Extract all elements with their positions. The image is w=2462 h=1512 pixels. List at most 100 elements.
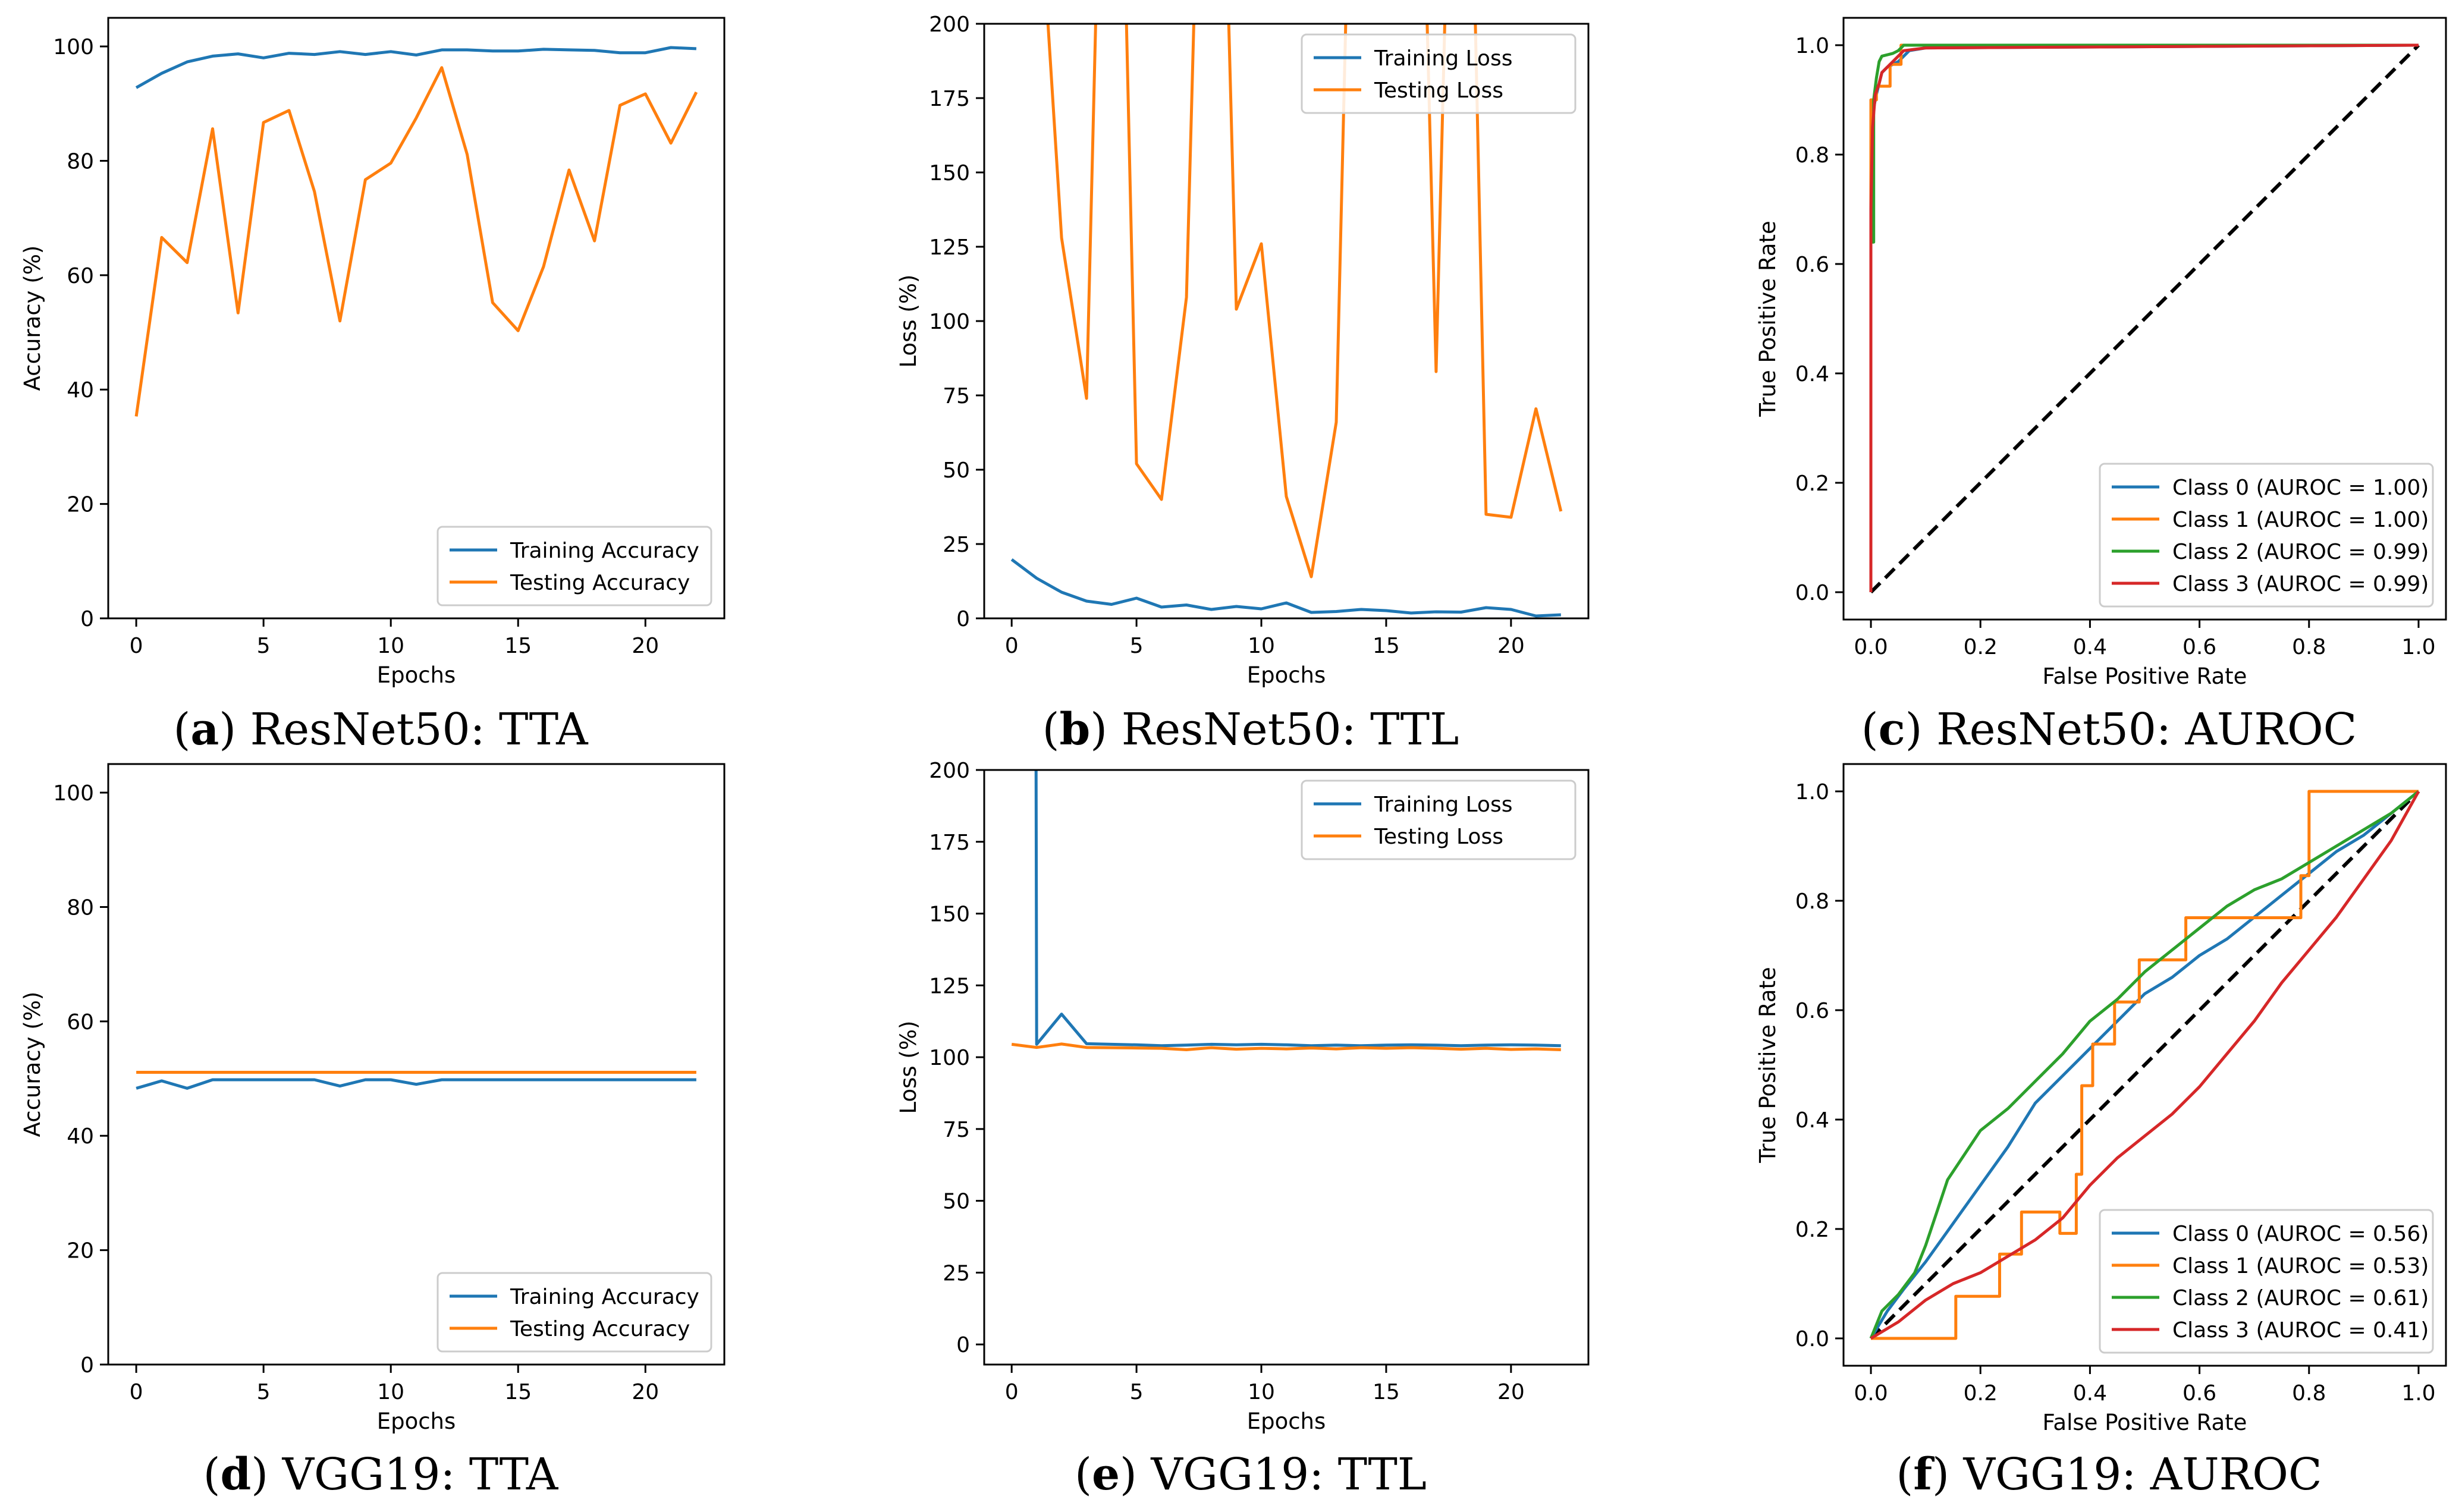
panel-caption: (a) ResNet50: TTA bbox=[173, 704, 589, 755]
y-tick-label: 20 bbox=[67, 493, 94, 517]
y-tick-label: 0.2 bbox=[1795, 471, 1829, 496]
panel-line-chart: 0 5 10 15 20 0 20 40 60 80 100 Epochs Accuracy (%) Tr… bbox=[20, 17, 726, 755]
y-tick-label: 125 bbox=[929, 974, 970, 998]
legend-entry: Training Accuracy bbox=[510, 1285, 699, 1309]
x-tick-label: 5 bbox=[1130, 634, 1144, 658]
legend-box bbox=[2099, 1209, 2434, 1354]
y-tick-label: 50 bbox=[943, 458, 970, 483]
series-line bbox=[1034, 770, 1561, 1048]
y-tick-label: 50 bbox=[943, 1190, 970, 1214]
y-tick-label: 0.6 bbox=[1795, 253, 1829, 277]
y-tick-label: 80 bbox=[67, 895, 94, 920]
caption-open-paren: ( bbox=[1896, 1449, 1913, 1500]
legend: Training Accuracy Testing Accuracy bbox=[436, 1272, 712, 1353]
caption-text: ) ResNet50: TTL bbox=[1090, 704, 1459, 755]
caption-text: ) VGG19: TTA bbox=[251, 1449, 559, 1500]
x-tick-label: 15 bbox=[504, 634, 532, 658]
x-tick-label: 1.0 bbox=[2401, 635, 2435, 659]
caption-text: ) ResNet50: AUROC bbox=[1905, 704, 2357, 755]
panel-caption: (d) VGG19: TTA bbox=[203, 1449, 559, 1500]
legend: Training Accuracy Testing Accuracy bbox=[436, 526, 712, 606]
legend: Training Loss Testing Loss bbox=[1301, 33, 1577, 114]
legend-box bbox=[2099, 463, 2434, 608]
series-line bbox=[1870, 790, 2420, 1340]
x-tick-label: 10 bbox=[1248, 1380, 1275, 1404]
x-tick-label: 5 bbox=[257, 634, 271, 658]
y-tick-label: 0.0 bbox=[1795, 581, 1829, 605]
x-tick-label: 0.6 bbox=[2182, 1381, 2216, 1406]
y-tick-label: 40 bbox=[67, 378, 94, 403]
y-tick-label: 0.0 bbox=[1795, 1327, 1829, 1351]
x-tick-label: 15 bbox=[504, 1380, 532, 1404]
legend-box bbox=[436, 526, 712, 606]
x-tick-label: 10 bbox=[1248, 634, 1275, 658]
y-tick-label: 0.6 bbox=[1795, 999, 1829, 1023]
x-axis-label: False Positive Rate bbox=[2043, 1410, 2247, 1435]
caption-letter: c bbox=[1879, 704, 1905, 755]
y-tick-label: 200 bbox=[929, 759, 970, 783]
x-tick-label: 0.2 bbox=[1964, 1381, 1998, 1406]
y-tick-label: 0 bbox=[956, 1333, 970, 1357]
axes-frame bbox=[1842, 17, 2447, 621]
x-tick-label: 10 bbox=[377, 634, 404, 658]
x-axis-label: Epochs bbox=[377, 1409, 456, 1434]
legend-entry: Training Accuracy bbox=[510, 539, 699, 563]
y-tick-label: 175 bbox=[929, 831, 970, 855]
y-tick-label: 40 bbox=[67, 1124, 94, 1149]
legend-entry: Class 2 (AUROC = 0.99) bbox=[2172, 540, 2429, 564]
panel-caption: (f) VGG19: AUROC bbox=[1896, 1449, 2322, 1500]
panel-line-chart: 0.0 0.2 0.4 0.6 0.8 1.0 0.0 0.2 0.4 0.6 0.8 1.0 Fals… bbox=[1755, 763, 2447, 1500]
caption-text: ) ResNet50: TTA bbox=[219, 704, 589, 755]
x-tick-label: 0.2 bbox=[1964, 635, 1998, 659]
x-tick-label: 0.8 bbox=[2292, 635, 2326, 659]
axes-frame bbox=[107, 763, 726, 1366]
x-tick-label: 15 bbox=[1373, 1380, 1400, 1404]
y-tick-label: 1.0 bbox=[1795, 34, 1829, 58]
y-tick-label: 0.4 bbox=[1795, 362, 1829, 386]
y-tick-label: 25 bbox=[943, 1261, 970, 1285]
legend-entry: Testing Loss bbox=[1374, 825, 1503, 849]
x-tick-label: 1.0 bbox=[2401, 1381, 2435, 1406]
caption-letter: b bbox=[1060, 704, 1091, 755]
axes-frame bbox=[983, 769, 1590, 1366]
legend-box bbox=[436, 1272, 712, 1353]
series-line bbox=[136, 1078, 696, 1090]
plot-area bbox=[134, 46, 698, 417]
legend-entry: Class 3 (AUROC = 0.99) bbox=[2172, 572, 2429, 596]
x-tick-label: 10 bbox=[377, 1380, 404, 1404]
axes-frame bbox=[983, 23, 1590, 620]
y-tick-label: 75 bbox=[943, 384, 970, 408]
y-tick-label: 25 bbox=[943, 533, 970, 557]
panel-line-chart: 0 5 10 15 20 0 20 40 60 80 100 Epochs Accuracy (%) Tr… bbox=[20, 763, 726, 1500]
legend-entry: Training Loss bbox=[1374, 46, 1512, 71]
y-tick-label: 100 bbox=[929, 310, 970, 334]
series-line bbox=[135, 46, 697, 89]
y-tick-label: 80 bbox=[67, 149, 94, 174]
series-line bbox=[1871, 790, 2419, 1340]
plot-area bbox=[1869, 43, 2420, 594]
y-tick-label: 0.2 bbox=[1795, 1218, 1829, 1242]
y-axis-label: Loss (%) bbox=[896, 275, 921, 368]
x-tick-label: 20 bbox=[632, 634, 659, 658]
panel-caption: (b) ResNet50: TTL bbox=[1042, 704, 1459, 755]
x-tick-label: 0.4 bbox=[2073, 1381, 2107, 1406]
caption-open-paren: ( bbox=[1042, 704, 1060, 755]
caption-text: ) VGG19: AUROC bbox=[1932, 1449, 2322, 1500]
chance-diagonal-line bbox=[1869, 790, 2420, 1340]
y-tick-label: 60 bbox=[67, 1010, 94, 1035]
panel-caption: (c) ResNet50: AUROC bbox=[1861, 704, 2357, 755]
legend-entry: Class 1 (AUROC = 1.00) bbox=[2172, 508, 2429, 532]
x-tick-label: 5 bbox=[1130, 1380, 1144, 1404]
series-line bbox=[1869, 790, 2420, 1339]
x-tick-label: 0 bbox=[1005, 1380, 1019, 1404]
y-tick-label: 20 bbox=[67, 1239, 94, 1263]
legend-entry: Class 1 (AUROC = 0.53) bbox=[2172, 1254, 2429, 1278]
y-tick-label: 0.8 bbox=[1795, 889, 1829, 914]
plot-area bbox=[136, 1071, 696, 1090]
panel-caption: (e) VGG19: TTL bbox=[1075, 1449, 1427, 1500]
panel-line-chart: 0.0 0.2 0.4 0.6 0.8 1.0 0.0 0.2 0.4 0.6 0.8 1.0 Fals… bbox=[1755, 17, 2447, 755]
y-tick-label: 100 bbox=[53, 781, 94, 806]
x-axis-label: False Positive Rate bbox=[2043, 664, 2247, 689]
x-tick-label: 0.4 bbox=[2073, 635, 2107, 659]
